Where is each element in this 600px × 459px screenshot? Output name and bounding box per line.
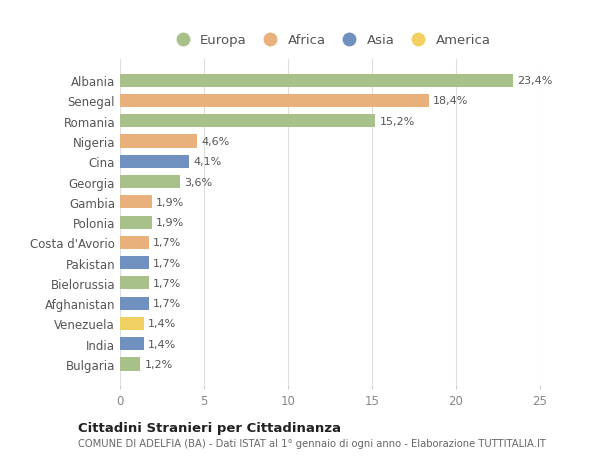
Text: 1,7%: 1,7% [153, 258, 181, 268]
Text: 4,6%: 4,6% [202, 137, 230, 147]
Bar [120, 176, 181, 189]
Bar [120, 317, 143, 330]
Text: 1,7%: 1,7% [153, 238, 181, 248]
Text: 15,2%: 15,2% [380, 117, 415, 127]
Text: 23,4%: 23,4% [517, 76, 553, 86]
Bar [120, 135, 197, 148]
Bar [120, 297, 149, 310]
Legend: Europa, Africa, Asia, America: Europa, Africa, Asia, America [166, 30, 494, 51]
Bar [120, 277, 149, 290]
Bar [120, 115, 376, 128]
Text: 1,7%: 1,7% [153, 278, 181, 288]
Bar [120, 236, 149, 249]
Text: COMUNE DI ADELFIA (BA) - Dati ISTAT al 1° gennaio di ogni anno - Elaborazione TU: COMUNE DI ADELFIA (BA) - Dati ISTAT al 1… [78, 438, 546, 448]
Text: 1,9%: 1,9% [156, 197, 184, 207]
Text: Cittadini Stranieri per Cittadinanza: Cittadini Stranieri per Cittadinanza [78, 421, 341, 435]
Bar [120, 156, 189, 168]
Text: 1,2%: 1,2% [145, 359, 173, 369]
Text: 4,1%: 4,1% [193, 157, 221, 167]
Text: 1,7%: 1,7% [153, 298, 181, 308]
Bar [120, 216, 152, 229]
Bar [120, 196, 152, 209]
Text: 1,9%: 1,9% [156, 218, 184, 228]
Bar [120, 74, 513, 88]
Bar [120, 358, 140, 371]
Bar [120, 95, 429, 108]
Text: 1,4%: 1,4% [148, 319, 176, 329]
Bar [120, 337, 143, 351]
Text: 1,4%: 1,4% [148, 339, 176, 349]
Text: 3,6%: 3,6% [185, 177, 213, 187]
Text: 18,4%: 18,4% [433, 96, 469, 106]
Bar [120, 257, 149, 269]
